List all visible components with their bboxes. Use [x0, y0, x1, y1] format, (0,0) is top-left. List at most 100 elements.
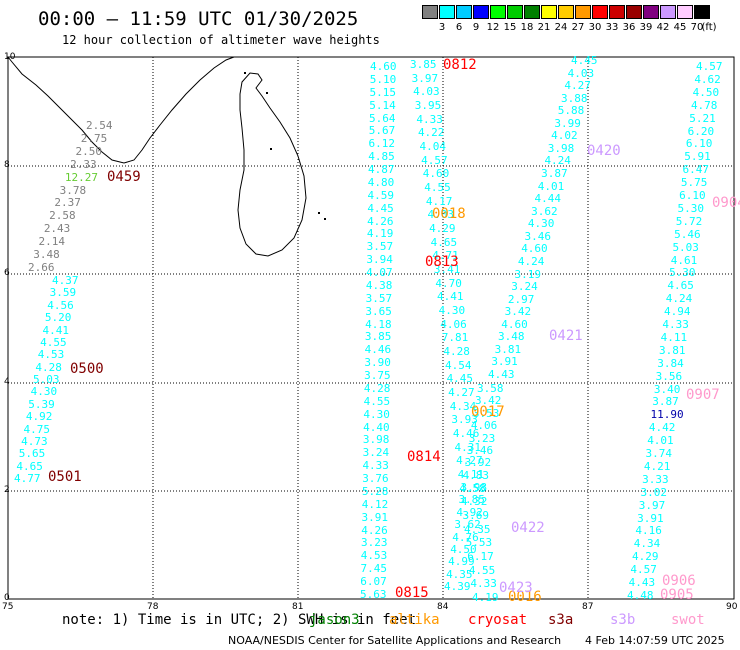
legend-label: 33 [605, 22, 619, 33]
wave-height-value: 5.03 [33, 373, 60, 386]
sri-lanka-coastline [237, 72, 307, 257]
wave-height-value: 3.48 [497, 330, 525, 344]
wave-height-value: 3.76 [362, 472, 389, 486]
wave-height-value: 3.88 [561, 91, 588, 105]
wave-height-value: 4.70 [435, 276, 462, 290]
wave-height-value: 4.80 [367, 175, 395, 189]
wave-height-value: 3.75 [364, 369, 391, 383]
legend-swatch [490, 5, 506, 19]
wave-height-value: 4.01 [647, 434, 674, 448]
page-subtitle: 12 hour collection of altimeter wave hei… [62, 33, 380, 47]
wave-height-value: 3.90 [364, 356, 391, 370]
wave-height-value: 4.06 [470, 419, 498, 433]
lon-tick-78: 78 [147, 602, 159, 612]
wave-height-value: 4.92 [456, 505, 483, 519]
wave-height-value: 3.40 [653, 382, 681, 396]
wave-height-value: 3.23 [468, 431, 496, 445]
legend-swatch [422, 5, 438, 19]
wave-height-value: 6.17 [467, 550, 494, 563]
satellite-label-altika: altika [389, 612, 440, 628]
wave-height-value: 3.98 [362, 433, 390, 447]
wave-height-value: 3.74 [645, 447, 673, 461]
wave-height-value: 3.87 [541, 167, 568, 181]
wave-height-value: 3.19 [514, 267, 542, 281]
wave-height-value: 4.22 [417, 126, 445, 140]
wave-height-value: 4.03 [567, 66, 595, 80]
wave-height-value: 4.30 [363, 407, 390, 421]
wave-height-value: 3.02 [640, 485, 667, 499]
wave-height-value: 3.65 [365, 304, 392, 318]
wave-height-value: 5.14 [369, 98, 396, 112]
pass-time-label: 0501 [48, 469, 82, 485]
wave-height-value: 5.39 [28, 397, 55, 411]
lon-tick-81: 81 [292, 602, 304, 612]
wave-height-value: 4.57 [696, 60, 723, 73]
legend-swatch [677, 5, 693, 19]
wave-height-value: 4.42 [648, 421, 676, 435]
wave-height-value: 4.29 [429, 222, 456, 235]
wave-height-value: 5.64 [369, 111, 396, 125]
note-text: note: 1) Time is in UTC; 2) SWH is in fe… [62, 612, 417, 628]
wave-height-value: 4.11 [457, 468, 485, 481]
wave-height-value: 4.45 [571, 54, 598, 67]
wave-height-value: 3.92 [464, 456, 492, 470]
wave-height-value: 3.24 [362, 446, 390, 460]
wave-height-value: 3.85 [458, 493, 485, 507]
wave-height-value: 4.56 [47, 298, 74, 312]
wave-height-value: 4.02 [551, 129, 578, 143]
legend-swatch [592, 5, 608, 19]
pass-time-label: 0017 [471, 404, 505, 420]
wave-height-value: 4.45 [367, 201, 394, 215]
wave-height-value: 4.40 [363, 420, 390, 434]
legend-swatch [507, 5, 523, 19]
wave-height-value: 5.46 [674, 227, 701, 241]
wave-height-value: 3.42 [474, 394, 502, 408]
wave-height-value: 5.67 [368, 124, 396, 138]
legend-swatch [609, 5, 625, 19]
wave-height-value: 4.60 [422, 167, 450, 181]
wave-height-value: 4.92 [25, 410, 53, 424]
wave-height-value: 2.54 [86, 119, 113, 132]
pass-time-label: 0459 [107, 169, 141, 185]
wave-height-value: 4.18 [365, 317, 392, 331]
wave-height-value: 7.81 [441, 331, 469, 345]
wave-height-value: 3.93 [451, 413, 478, 427]
wave-height-value: 12.27 [64, 170, 99, 184]
wave-height-value: 4.55 [424, 181, 451, 194]
wave-height-value: 3.91 [361, 510, 388, 524]
wave-height-value: 4.43 [488, 368, 515, 381]
lon-tick-84: 84 [437, 602, 449, 612]
wave-height-value: 4.12 [361, 497, 389, 511]
lon-tick-90: 90 [726, 602, 738, 612]
wave-height-value: 3.78 [59, 183, 87, 197]
wave-height-value: 3.81 [494, 342, 522, 356]
pass-time-label: 0813 [425, 254, 459, 270]
wave-height-value: 2.33 [70, 157, 97, 171]
wave-height-value: 4.07 [366, 266, 393, 280]
wave-height-value: 4.75 [23, 422, 51, 436]
map-frame [7, 56, 735, 600]
legend-label: 15 [503, 22, 517, 33]
wave-height-value: 4.28 [443, 345, 470, 358]
wave-height-value: 2.37 [54, 196, 81, 210]
pass-time-label: 0814 [407, 449, 441, 465]
wave-height-value: 5.65 [18, 447, 46, 461]
wave-height-value: 3.57 [365, 291, 393, 305]
wave-height-value: 4.76 [452, 530, 479, 544]
lat-tick-8: 8 [4, 160, 10, 170]
wave-height-value: 3.62 [531, 204, 558, 218]
wave-height-value: 4.55 [468, 563, 496, 577]
wave-height-value: 3.85 [410, 58, 437, 71]
legend-label: 30 [588, 22, 602, 33]
wave-height-value: 6.47 [682, 163, 710, 177]
wave-height-value: 4.37 [52, 274, 79, 287]
wave-height-value: 4.59 [367, 188, 395, 202]
wave-height-value: 4.24 [544, 154, 571, 168]
satellite-label-swot: swot [671, 612, 705, 628]
wave-height-value: 3.56 [655, 369, 683, 383]
wave-height-value: 3.23 [360, 536, 388, 550]
wave-height-value: 4.41 [42, 323, 70, 337]
legend-label: 9 [472, 22, 480, 33]
wave-height-value: 4.78 [690, 98, 718, 112]
